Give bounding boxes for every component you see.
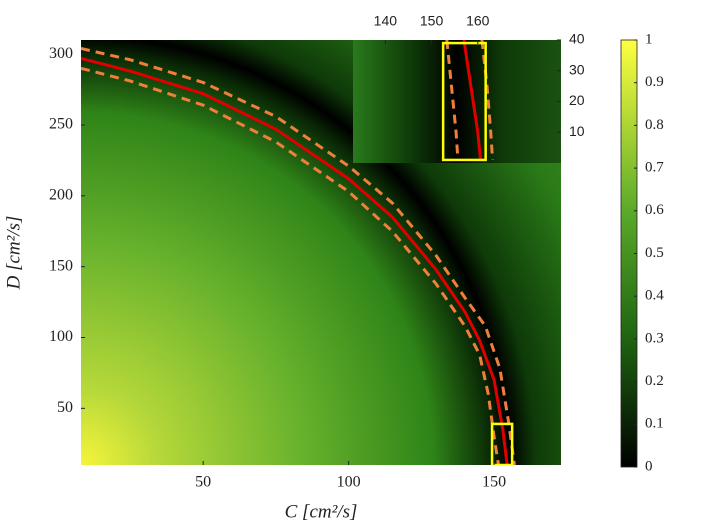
y-tick-label: 50 xyxy=(57,399,73,416)
dashed-curve xyxy=(445,40,460,161)
colorbar-tick-label: 0.7 xyxy=(645,160,664,176)
curve xyxy=(81,56,509,465)
x-tick-label: 140 xyxy=(374,13,398,29)
colorbar-tick-label: 0.8 xyxy=(645,117,664,133)
y-tick-label: 30 xyxy=(569,61,585,77)
curve xyxy=(462,40,483,161)
y-tick-label: 200 xyxy=(49,187,73,204)
x-tick-label: 160 xyxy=(466,13,490,29)
colorbar-tick-label: 0.2 xyxy=(645,373,664,389)
colorbar-tick-label: 0.4 xyxy=(645,288,664,304)
colorbar-tick-label: 0.3 xyxy=(645,330,664,346)
y-axis-label: D [cm²/s] xyxy=(3,216,24,291)
inset-heatmap xyxy=(353,40,561,163)
x-tick-label: 150 xyxy=(482,474,506,491)
y-tick-label: 300 xyxy=(49,45,73,62)
x-tick-label: 100 xyxy=(337,474,361,491)
colorbar-tick-label: 0 xyxy=(645,458,653,474)
x-axis-label: C [cm²/s] xyxy=(285,501,358,522)
colorbar-tick-label: 0.9 xyxy=(645,74,664,90)
y-tick-label: 10 xyxy=(569,123,585,139)
dashed-curve xyxy=(81,66,500,465)
colorbar-tick-label: 1 xyxy=(645,31,653,47)
colorbar-tick-label: 0.6 xyxy=(645,202,664,218)
y-tick-label: 100 xyxy=(49,328,73,345)
dashed-curve xyxy=(81,47,516,465)
plot-area xyxy=(81,47,516,465)
colorbar-tick-label: 0.5 xyxy=(645,245,664,261)
y-tick-label: 250 xyxy=(49,116,73,133)
zoom-box xyxy=(490,422,514,465)
x-tick-label: 50 xyxy=(195,474,211,491)
plot-area xyxy=(441,40,495,162)
x-tick-label: 150 xyxy=(420,13,444,29)
colorbar-tick-label: 0.1 xyxy=(645,416,664,432)
y-tick-label: 40 xyxy=(569,31,585,47)
y-tick-label: 20 xyxy=(569,92,585,108)
y-tick-label: 150 xyxy=(49,257,73,274)
zoom-box xyxy=(441,41,487,162)
